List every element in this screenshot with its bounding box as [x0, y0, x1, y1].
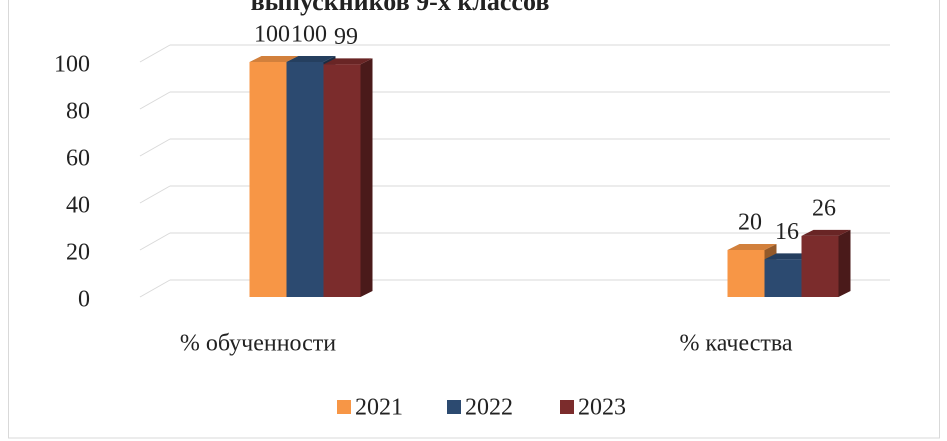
- legend-label: 2021: [355, 395, 403, 421]
- data-label: 100: [254, 22, 290, 48]
- bar-top: [323, 58, 373, 65]
- bar-top: [249, 56, 299, 62]
- data-label: 26: [812, 195, 836, 221]
- legend-swatch: [337, 400, 351, 414]
- grid-line: [139, 91, 171, 110]
- legend-label: 2023: [578, 395, 626, 421]
- bar: [249, 62, 287, 297]
- bar: [764, 259, 802, 297]
- y-tick-label: 40: [66, 193, 90, 219]
- bar-top: [727, 244, 777, 250]
- grid-line: [139, 44, 171, 63]
- x-tick-label: % качества: [679, 331, 792, 357]
- legend-swatch: [560, 400, 574, 414]
- bar: [727, 250, 765, 297]
- bar-side: [838, 229, 851, 297]
- bar-top: [286, 56, 336, 62]
- legend-label: 2022: [465, 395, 513, 421]
- bar: [323, 64, 361, 297]
- legend-swatch: [447, 400, 461, 414]
- bar: [286, 62, 324, 297]
- grid-line: [139, 232, 171, 251]
- bar-top: [764, 253, 814, 260]
- bar: [801, 235, 839, 297]
- y-tick-label: 0: [78, 287, 90, 313]
- grid-line: [139, 185, 171, 204]
- grid-line: [139, 279, 171, 298]
- y-tick-label: 100: [54, 52, 90, 78]
- chart-title: выпускников 9-х классов: [251, 0, 550, 16]
- data-label: 99: [334, 24, 358, 50]
- grid-line: [139, 138, 171, 157]
- chart-border: [8, 0, 940, 439]
- data-label: 16: [775, 219, 799, 245]
- x-tick-label: % обученности: [180, 331, 336, 357]
- data-label: 20: [738, 210, 762, 236]
- y-tick-label: 20: [66, 240, 90, 266]
- bar-side: [360, 58, 373, 297]
- y-tick-label: 60: [66, 146, 90, 172]
- data-label: 100: [291, 22, 327, 48]
- bar-top: [801, 229, 851, 236]
- y-tick-label: 80: [66, 99, 90, 125]
